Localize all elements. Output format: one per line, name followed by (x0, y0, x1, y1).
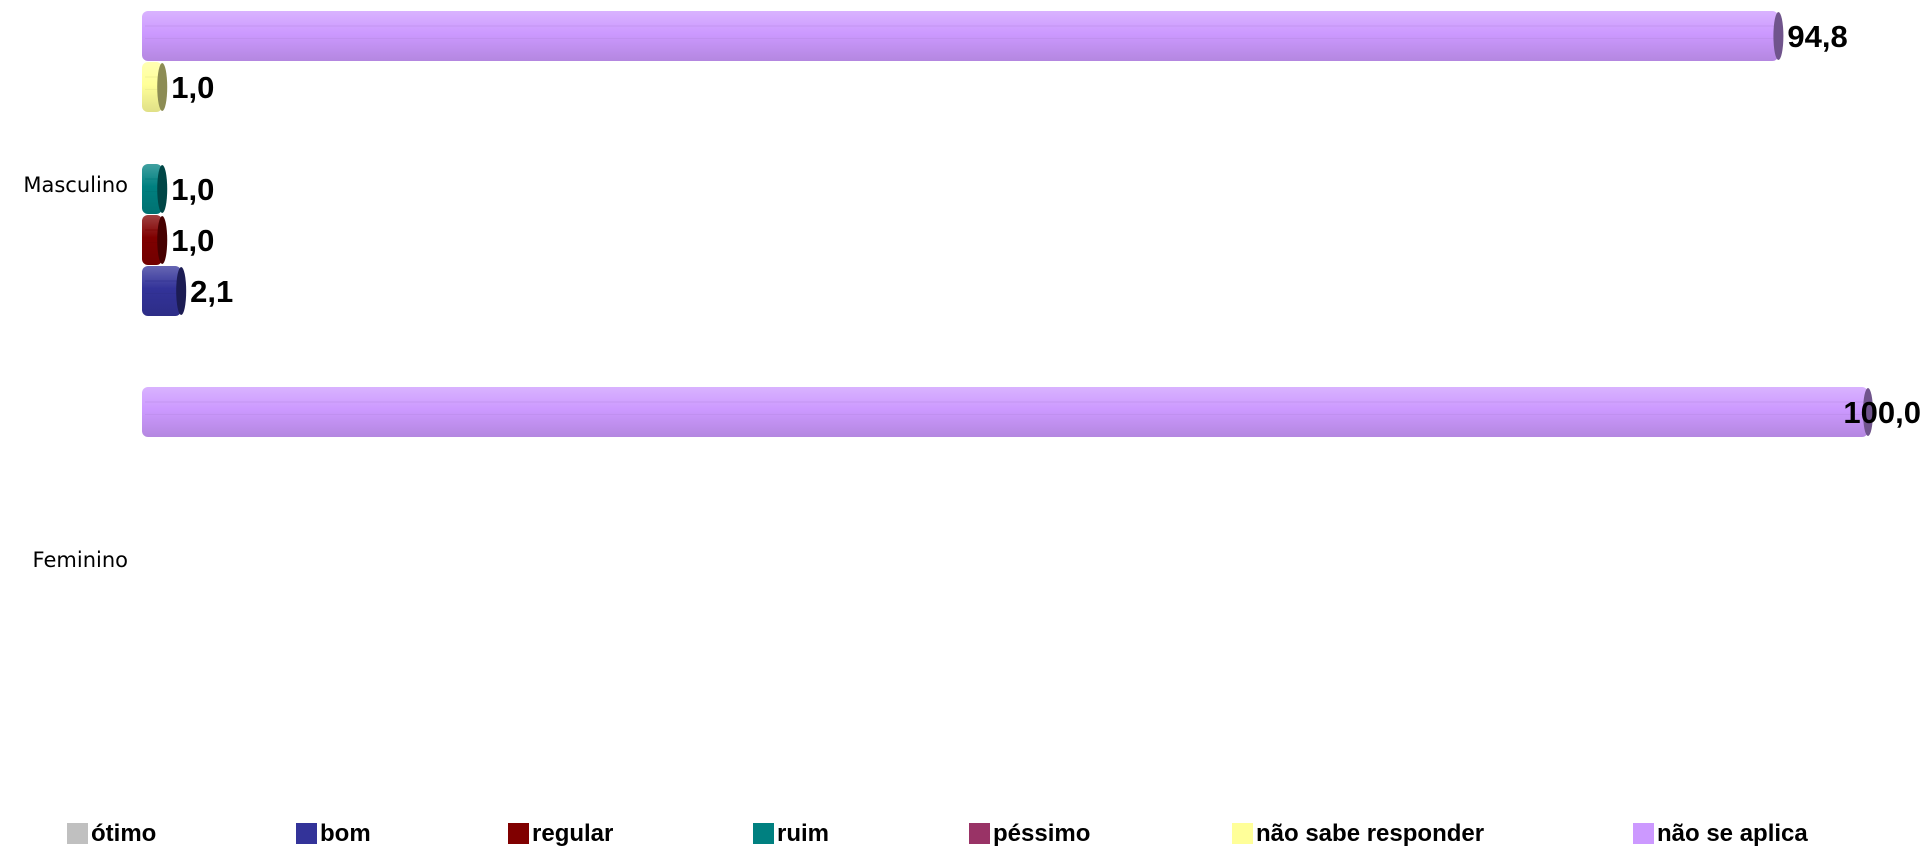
legend-label-nao-se-aplica: não se aplica (1657, 820, 1808, 847)
legend-item-pessimo: péssimo (969, 820, 1090, 847)
legend-item-nao-se-aplica: não se aplica (1633, 820, 1808, 847)
legend-item-bom: bom (296, 820, 371, 847)
value-label-masculino-nao-sabe-responder: 1,0 (171, 70, 214, 105)
bar-masculino-nao-sabe-responder (142, 62, 168, 112)
legend-swatch-regular (508, 823, 529, 844)
legend: ótimo bom regular ruim péssimo não sabe respo… (67, 820, 1808, 847)
legend-label-nao-sabe-responder: não sabe responder (1256, 820, 1484, 847)
value-label-masculino-nao-se-aplica: 94,8 (1787, 19, 1847, 54)
legend-swatch-ruim (753, 823, 774, 844)
legend-item-regular: regular (508, 820, 613, 847)
category-labels: Masculino Feminino (23, 173, 128, 572)
value-label-masculino-ruim: 1,0 (171, 172, 214, 207)
legend-label-bom: bom (320, 820, 371, 847)
bar-masculino-nao-se-aplica (142, 11, 1784, 61)
bars (142, 11, 1873, 437)
legend-label-otimo: ótimo (91, 820, 156, 847)
legend-swatch-nao-se-aplica (1633, 823, 1654, 844)
legend-swatch-bom (296, 823, 317, 844)
bar-masculino-bom (142, 266, 187, 316)
legend-swatch-pessimo (969, 823, 990, 844)
legend-item-otimo: ótimo (67, 820, 156, 847)
legend-item-nao-sabe-responder: não sabe responder (1232, 820, 1484, 847)
bar-masculino-regular (142, 215, 168, 265)
legend-item-ruim: ruim (753, 820, 829, 847)
value-label-feminino-nao-se-aplica: 100,0 (1843, 395, 1921, 430)
legend-swatch-otimo (67, 823, 88, 844)
bar-masculino-ruim (142, 164, 168, 214)
category-label-masculino: Masculino (23, 173, 128, 197)
bar-feminino-nao-se-aplica (142, 387, 1873, 437)
value-labels: 2,1 1,0 1,0 1,0 94,8 100,0 (171, 19, 1921, 430)
value-label-masculino-regular: 1,0 (171, 223, 214, 258)
legend-label-pessimo: péssimo (993, 820, 1090, 847)
legend-label-ruim: ruim (777, 820, 829, 847)
legend-swatch-nao-sabe-responder (1232, 823, 1253, 844)
value-label-masculino-bom: 2,1 (190, 274, 233, 309)
category-label-feminino: Feminino (33, 548, 128, 572)
legend-label-regular: regular (532, 820, 613, 847)
